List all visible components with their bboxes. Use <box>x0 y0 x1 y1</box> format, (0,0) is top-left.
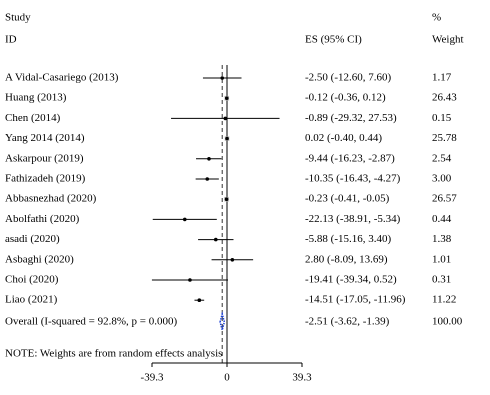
es-label: -2.50 (-12.60, 7.60) <box>305 72 391 84</box>
weight-label: 26.43 <box>432 92 457 104</box>
es-point <box>224 96 229 100</box>
study-label: Liao (2021) <box>5 294 58 306</box>
x-tick-label: 39.3 <box>292 372 312 384</box>
weight-label: 0.31 <box>432 274 451 286</box>
weight-label: 26.57 <box>432 193 457 205</box>
es-label: -9.44 (-16.23, -2.87) <box>305 152 395 164</box>
header-es: ES (95% CI) <box>305 34 362 46</box>
header-weight: Weight <box>432 34 464 46</box>
es-point <box>182 217 187 222</box>
es-point <box>220 76 225 80</box>
x-tick-label: -39.3 <box>141 372 164 384</box>
weight-label: 3.00 <box>432 173 452 185</box>
header-study: Study <box>5 12 31 24</box>
weight-label: 0.44 <box>432 213 452 225</box>
es-label: 2.80 (-8.09, 13.69) <box>305 253 388 265</box>
es-point <box>223 116 228 121</box>
study-label: Huang (2013) <box>5 92 67 104</box>
note: NOTE: Weights are from random effects an… <box>5 348 222 360</box>
es-label: -14.51 (-17.05, -11.96) <box>305 294 406 306</box>
overall-diamond <box>219 311 226 333</box>
es-label: -0.12 (-0.36, 0.12) <box>305 92 386 104</box>
es-point <box>207 157 211 161</box>
overall-label: Overall (I-squared = 92.8%, p = 0.000) <box>5 316 178 328</box>
es-point <box>205 177 210 181</box>
es-label: -10.35 (-16.43, -4.27) <box>305 173 401 185</box>
study-label: Yang 2014 (2014) <box>5 132 85 144</box>
es-label: -0.23 (-0.41, -0.05) <box>305 193 390 205</box>
weight-label: 11.22 <box>432 294 456 306</box>
study-label: Fathizadeh (2019) <box>5 173 86 185</box>
es-label: -19.41 (-39.34, 0.52) <box>305 274 397 286</box>
weight-label: 1.17 <box>432 72 452 84</box>
overall-es-label: -2.51 (-3.62, -1.39) <box>305 316 390 328</box>
header-percent: % <box>432 12 441 24</box>
es-label: -5.88 (-15.16, 3.40) <box>305 233 391 245</box>
es-point <box>225 136 229 141</box>
es-point <box>197 298 202 303</box>
study-label: Askarpour (2019) <box>5 152 84 164</box>
es-label: -22.13 (-38.91, -5.34) <box>305 213 401 225</box>
weight-label: 1.01 <box>432 253 451 265</box>
study-label: asadi (2020) <box>5 233 60 245</box>
study-label: Chen (2014) <box>5 112 61 124</box>
weight-label: 0.15 <box>432 112 452 124</box>
study-label: Asbaghi (2020) <box>5 253 74 265</box>
weight-label: 25.78 <box>432 132 457 144</box>
es-point <box>230 258 235 262</box>
weight-label: 2.54 <box>432 152 452 164</box>
es-label: 0.02 (-0.40, 0.44) <box>305 132 382 144</box>
study-label: Abbasnezhad (2020) <box>5 193 97 205</box>
es-point <box>224 197 229 201</box>
study-label: A Vidal-Casariego (2013) <box>5 72 119 84</box>
study-label: Abolfathi (2020) <box>5 213 80 225</box>
es-point <box>213 237 218 242</box>
header-id: ID <box>5 34 17 46</box>
overall-weight-label: 100.00 <box>432 316 463 328</box>
study-label: Choi (2020) <box>5 274 59 286</box>
es-label: -0.89 (-29.32, 27.53) <box>305 112 397 124</box>
weight-label: 1.38 <box>432 233 452 245</box>
es-point <box>188 278 192 282</box>
x-tick-label: 0 <box>224 372 230 384</box>
